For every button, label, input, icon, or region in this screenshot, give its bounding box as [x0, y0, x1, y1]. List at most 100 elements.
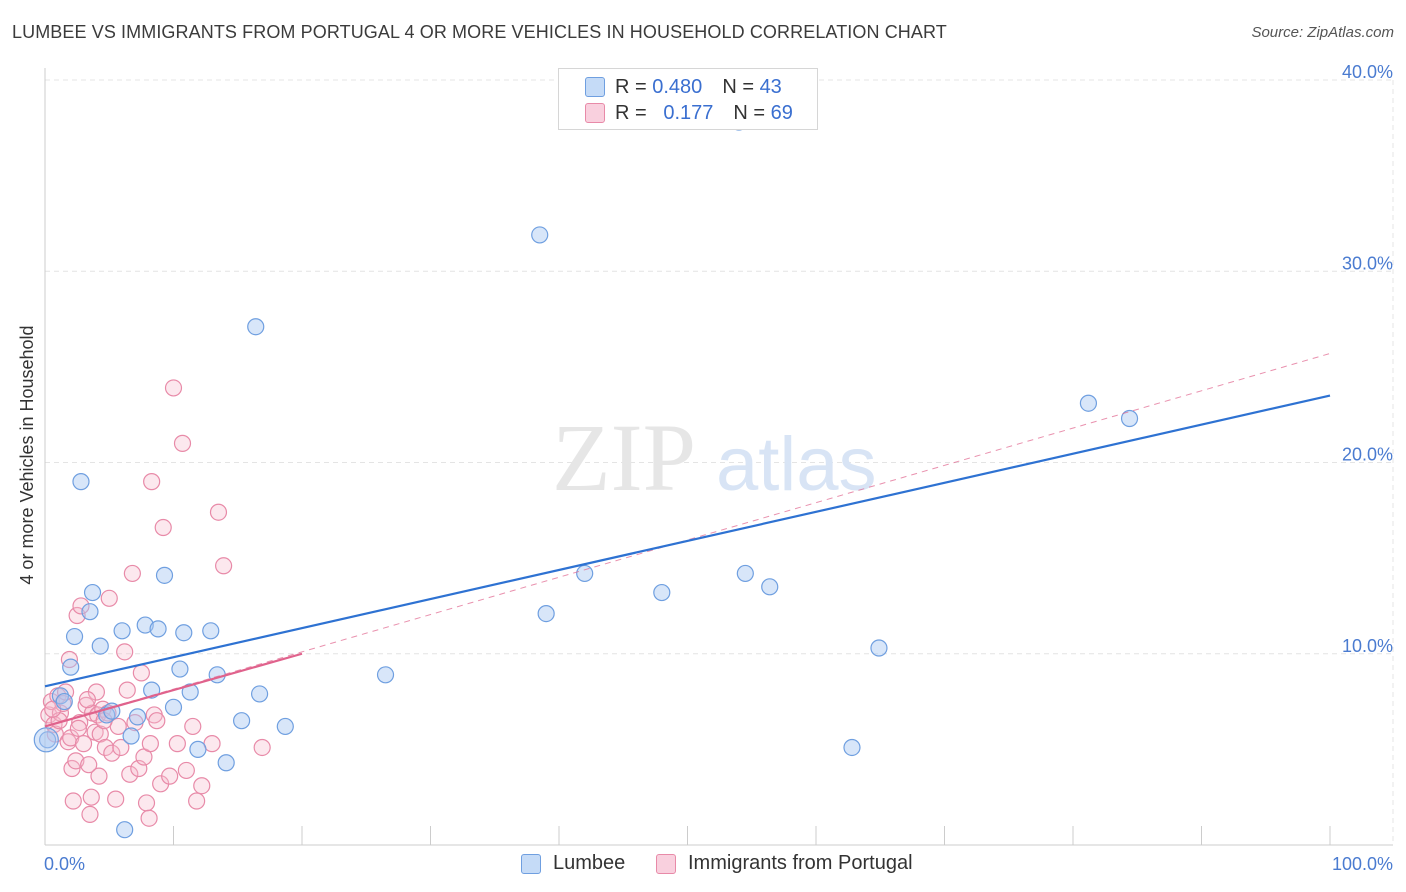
- y-axis-label: 4 or more Vehicles in Household: [17, 325, 37, 584]
- chart-title: LUMBEE VS IMMIGRANTS FROM PORTUGAL 4 OR …: [12, 22, 947, 42]
- data-point-portugal: [164, 379, 183, 397]
- data-point-lumbee: [38, 731, 57, 749]
- y-tick-label: 30.0%: [1342, 253, 1393, 273]
- data-point-portugal: [188, 792, 206, 810]
- watermark-atlas: atlas: [716, 422, 877, 507]
- data-point-portugal: [173, 434, 192, 452]
- data-point-portugal: [137, 794, 156, 812]
- data-point-portugal: [81, 805, 99, 824]
- data-point-lumbee: [81, 603, 99, 621]
- data-point-lumbee: [250, 685, 269, 703]
- legend-row-lumbee: R = 0.480 N = 43: [585, 74, 782, 100]
- data-point-portugal: [177, 761, 195, 780]
- data-point-lumbee: [217, 754, 235, 772]
- legend-r-label: R =: [615, 101, 647, 124]
- data-point-portugal: [215, 557, 233, 575]
- legend-label-portugal: Immigrants from Portugal: [688, 852, 913, 874]
- watermark: ZIP atlas: [552, 404, 877, 511]
- data-point-portugal: [184, 717, 202, 736]
- y-tick-label: 20.0%: [1342, 445, 1393, 465]
- x-tick-label: 100.0%: [1332, 854, 1393, 874]
- data-point-portugal: [154, 518, 172, 537]
- legend-swatch-portugal: [656, 853, 676, 874]
- x-tick-label: 0.0%: [44, 854, 85, 874]
- data-point-lumbee: [72, 473, 90, 491]
- data-point-portugal: [121, 765, 139, 783]
- data-point-lumbee: [736, 564, 754, 583]
- legend-r-value: 0.177: [663, 101, 714, 124]
- data-point-portugal: [123, 564, 141, 583]
- data-point-lumbee: [91, 637, 109, 655]
- data-point-lumbee: [233, 712, 251, 730]
- y-tick-labels: 10.0% 20.0% 30.0% 40.0%: [1342, 62, 1393, 656]
- data-point-lumbee: [113, 622, 131, 640]
- trend-lines: [44, 353, 1331, 728]
- data-point-lumbee: [149, 620, 167, 638]
- axes: [44, 68, 1393, 846]
- data-point-lumbee: [276, 717, 294, 736]
- data-point-lumbee: [376, 666, 395, 684]
- data-point-lumbee: [761, 578, 779, 596]
- data-point-portugal: [82, 788, 100, 806]
- data-point-lumbee: [136, 616, 154, 634]
- data-point-lumbee: [175, 624, 193, 642]
- data-point-portugal: [209, 503, 228, 521]
- data-point-portugal: [253, 738, 271, 757]
- data-point-portugal: [69, 719, 88, 737]
- series-lumbee-points: [33, 113, 1139, 839]
- legend-swatch-lumbee: [585, 77, 605, 97]
- data-point-lumbee: [65, 627, 84, 646]
- data-point-portugal: [141, 735, 159, 753]
- legend-label-lumbee: Lumbee: [553, 852, 626, 874]
- series-portugal-points: [40, 379, 271, 827]
- data-point-portugal: [80, 756, 98, 774]
- data-point-portugal: [148, 712, 166, 730]
- data-point-portugal: [100, 589, 118, 607]
- data-point-portugal: [90, 767, 108, 785]
- data-point-lumbee: [531, 226, 549, 244]
- data-point-portugal: [143, 473, 161, 491]
- stats-legend: R = 0.480 N = 43 R = 0.177 N = 69: [558, 68, 818, 130]
- y-tick-label: 40.0%: [1342, 62, 1393, 82]
- data-point-lumbee: [537, 604, 555, 623]
- data-point-portugal: [68, 606, 86, 625]
- series-legend: Lumbee Immigrants from Portugal: [0, 852, 1406, 878]
- data-point-portugal: [107, 790, 125, 808]
- data-point-portugal: [161, 767, 179, 785]
- data-point-portugal: [112, 738, 130, 757]
- data-point-lumbee: [116, 821, 134, 839]
- legend-n-value: 69: [770, 101, 793, 124]
- data-point-lumbee: [164, 698, 183, 716]
- data-point-lumbee: [843, 738, 861, 757]
- data-point-lumbee: [189, 740, 207, 758]
- data-point-lumbee: [653, 583, 671, 602]
- legend-row-portugal: R = 0.177 N = 69: [585, 100, 793, 126]
- data-point-lumbee: [576, 564, 594, 583]
- data-point-portugal: [64, 792, 82, 810]
- trend-line-portugal-extended: [44, 353, 1331, 727]
- data-point-lumbee: [83, 583, 102, 602]
- grid-lines: [45, 79, 1394, 845]
- data-point-portugal: [74, 735, 93, 753]
- data-point-portugal: [103, 744, 121, 762]
- trend-line-portugal: [44, 652, 303, 728]
- legend-n-label: N =: [733, 101, 766, 124]
- data-point-lumbee: [1120, 409, 1139, 428]
- y-tick-label: 10.0%: [1342, 636, 1393, 656]
- legend-item-portugal: Immigrants from Portugal: [656, 852, 913, 875]
- watermark-zip: ZIP: [552, 404, 696, 511]
- source-label: Source: ZipAtlas.com: [1251, 24, 1394, 41]
- data-point-portugal: [140, 809, 158, 827]
- data-point-lumbee: [202, 622, 220, 640]
- legend-r-label: R =: [615, 75, 647, 98]
- legend-item-lumbee: Lumbee: [521, 852, 625, 875]
- data-point-portugal: [193, 777, 211, 795]
- legend-swatch-lumbee: [521, 853, 541, 874]
- legend-n-value: 43: [759, 75, 782, 98]
- data-point-lumbee: [870, 639, 888, 657]
- x-tick-labels: 0.0% 100.0%: [44, 854, 1393, 874]
- legend-n-label: N =: [722, 75, 754, 98]
- data-point-lumbee: [1079, 394, 1098, 412]
- data-point-portugal: [132, 664, 150, 682]
- data-point-lumbee: [171, 660, 189, 678]
